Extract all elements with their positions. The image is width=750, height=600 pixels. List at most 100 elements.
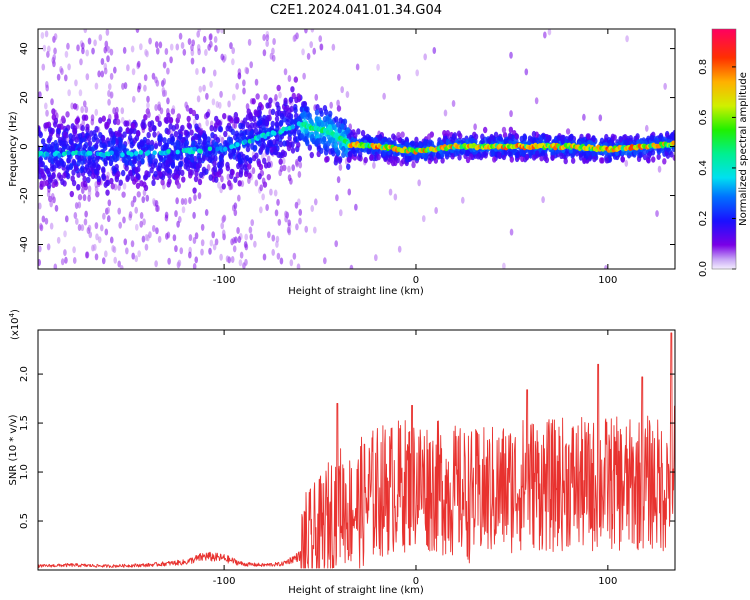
snr-multiplier: (x104)	[8, 309, 21, 340]
heatmap-speckle	[115, 106, 119, 114]
heatmap-cell	[76, 159, 81, 167]
colorbar-tick-label: 0.2	[698, 211, 709, 227]
heatmap-cell	[235, 116, 240, 124]
heatmap-speckle	[208, 247, 212, 255]
heatmap-cell	[79, 154, 84, 162]
heatmap-speckle	[100, 70, 105, 78]
heatmap-speckle	[179, 247, 184, 255]
heatmap-ridge-cell	[109, 150, 114, 156]
heatmap-speckle	[236, 226, 240, 234]
heatmap-speckle	[106, 206, 111, 214]
heatmap-cell	[109, 130, 114, 138]
heatmap-speckle	[259, 184, 264, 192]
heatmap-cell	[256, 160, 262, 168]
snr-frame	[37, 329, 676, 571]
heatmap-cell	[367, 136, 372, 144]
heatmap-cell	[73, 164, 79, 172]
heatmap-cell	[400, 131, 405, 138]
heatmap-marks	[38, 29, 675, 269]
heatmap-cell	[244, 154, 250, 162]
heatmap-cell	[135, 130, 141, 137]
heatmap-speckle	[148, 231, 152, 239]
heatmap-speckle	[45, 84, 49, 92]
heatmap-cell	[166, 128, 171, 135]
heatmap-speckle	[220, 222, 224, 230]
heatmap-speckle	[79, 58, 83, 66]
heatmap-speckle	[94, 82, 99, 90]
heatmap-cell	[155, 115, 160, 122]
heatmap-cell	[272, 138, 277, 146]
heatmap-cell	[410, 140, 415, 147]
heatmap-speckle	[393, 193, 398, 201]
heatmap-cell	[176, 113, 181, 120]
heatmap-cell	[427, 153, 433, 161]
heatmap-speckle	[298, 217, 302, 225]
heatmap-cell	[101, 115, 106, 122]
heatmap-cell	[282, 150, 288, 158]
heatmap-speckle	[64, 50, 69, 58]
heatmap-speckle	[103, 67, 108, 75]
heatmap-cell	[292, 129, 297, 137]
heatmap-speckle	[244, 243, 249, 251]
heatmap-cell	[290, 119, 295, 126]
heatmap-cell	[61, 140, 67, 147]
heatmap-speckle	[338, 163, 343, 171]
heatmap-cell	[381, 150, 387, 157]
heatmap-speckle	[244, 258, 248, 266]
heatmap-speckle	[188, 196, 192, 204]
heatmap-cell	[254, 110, 259, 118]
heatmap-cell	[294, 96, 299, 104]
snr-axes: -100 0 100 0.5 1.0 1.5 2.0	[19, 330, 675, 587]
heatmap-speckle	[106, 215, 111, 223]
heatmap-speckle	[175, 197, 179, 205]
heatmap-cell	[347, 150, 353, 158]
heatmap-cell	[656, 153, 661, 160]
heatmap-speckle	[219, 253, 223, 261]
heatmap-cell	[599, 157, 604, 164]
heatmap-cell	[51, 108, 56, 115]
colorbar-tick-label: 0.8	[698, 59, 709, 75]
heatmap-speckle	[80, 106, 84, 114]
heatmap-cell	[268, 97, 273, 104]
heatmap-speckle	[46, 243, 51, 251]
heatmap-speckle	[655, 210, 659, 218]
heatmap-speckle	[283, 68, 288, 76]
heatmap-speckle	[169, 56, 173, 64]
heatmap-cell	[393, 159, 398, 167]
heatmap-speckle	[354, 203, 358, 211]
heatmap-cell	[38, 156, 43, 164]
heatmap-speckle	[142, 218, 146, 226]
heatmap-cell	[91, 156, 97, 163]
heatmap-speckle	[274, 94, 278, 102]
heatmap-speckle	[304, 225, 309, 233]
heatmap-cell	[521, 150, 526, 157]
heatmap-speckle	[81, 42, 85, 50]
heatmap-cell	[642, 148, 647, 155]
heatmap-cell	[85, 123, 90, 131]
heatmap-speckle	[93, 243, 97, 251]
heatmap-speckle	[284, 210, 288, 218]
snr-x-tick-label: 100	[598, 576, 617, 587]
heatmap-speckle	[130, 200, 135, 208]
heatmap-cell	[145, 108, 151, 115]
heatmap-cell	[417, 142, 423, 149]
heatmap-x-tick-label: -100	[213, 275, 236, 286]
heatmap-cell	[162, 137, 167, 144]
heatmap-cell	[114, 138, 119, 145]
heatmap-cell	[184, 139, 190, 147]
heatmap-speckle	[67, 63, 71, 71]
heatmap-cell	[389, 156, 394, 164]
heatmap-speckle	[204, 49, 208, 57]
heatmap-speckle	[175, 43, 180, 51]
snr-x-tick-label: 0	[413, 576, 419, 587]
heatmap-speckle	[197, 29, 202, 33]
heatmap-cell	[150, 162, 156, 170]
heatmap-cell	[137, 160, 142, 167]
heatmap-cell	[206, 136, 211, 143]
heatmap-cell	[212, 160, 217, 167]
heatmap-speckle	[212, 243, 217, 251]
heatmap-cell	[559, 152, 564, 160]
heatmap-cell	[265, 102, 270, 109]
heatmap-speckle	[214, 238, 219, 246]
heatmap-cell	[197, 157, 203, 164]
